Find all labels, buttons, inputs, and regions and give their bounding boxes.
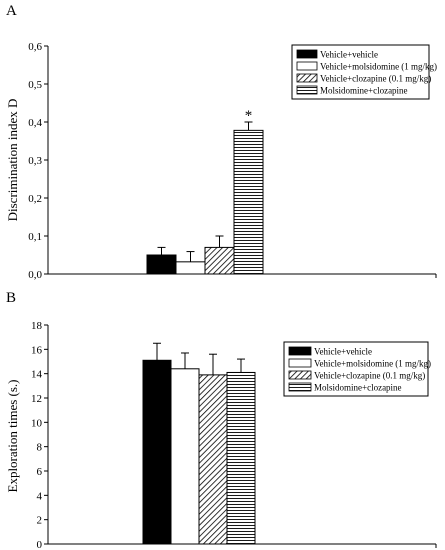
panel-a-legend: Vehicle+vehicle Vehicle+molsidomine (1 mg… <box>291 44 437 100</box>
bar <box>198 374 228 545</box>
bar <box>204 246 235 275</box>
legend-swatch <box>296 73 318 83</box>
legend-swatch <box>288 358 312 368</box>
legend-label: Vehicle+molsidomine (1 mg/kg) <box>320 62 437 72</box>
legend-swatch <box>296 85 318 95</box>
y-tick-label: 0,6 <box>28 41 42 53</box>
legend-label: Vehicle+molsidomine (1 mg/kg) <box>314 359 431 369</box>
panel-b-legend: Vehicle+vehicle Vehicle+molsidomine (1 mg… <box>283 341 431 397</box>
y-tick-label: 4 <box>37 490 43 502</box>
significance-marker: * <box>245 108 253 124</box>
panel-a-bars: * <box>146 108 264 275</box>
y-tick-label: 16 <box>31 344 43 356</box>
y-tick-label: 0,1 <box>28 231 42 243</box>
y-tick-label: 18 <box>31 320 43 332</box>
legend-swatch <box>296 61 318 71</box>
bar <box>146 254 177 275</box>
panel-a-letter: A <box>6 3 17 19</box>
y-tick-label: 6 <box>37 466 43 478</box>
panel-a: A Discrimination index D 0,0 0,1 0,2 0,3 0,4… <box>5 3 437 281</box>
panel-b-y-axis-label: Exploration times (s.) <box>5 379 20 492</box>
y-tick-label: 12 <box>31 393 42 405</box>
legend-swatch <box>288 370 312 380</box>
bar <box>175 261 206 275</box>
y-tick-label: 8 <box>37 442 43 454</box>
y-tick-label: 0,2 <box>28 193 42 205</box>
panel-a-axes: 0,0 0,1 0,2 0,3 0,4 0,5 0,6 <box>28 41 437 281</box>
y-tick-label: 0,3 <box>28 155 42 167</box>
bar <box>142 359 172 545</box>
legend-label: Vehicle+vehicle <box>320 50 378 60</box>
panel-b: B Exploration times (s.) 0 2 4 6 8 10 12 14 16 18… <box>5 290 437 550</box>
y-tick-label: 0 <box>37 539 43 550</box>
y-tick-label: 0,0 <box>28 269 42 281</box>
legend-label: Molsidomine+clozapine <box>320 86 408 96</box>
y-tick-label: 14 <box>31 369 43 381</box>
legend-label: Molsidomine+clozapine <box>314 383 402 393</box>
legend-label: Vehicle+clozapine (0.1 mg/kg) <box>314 371 425 381</box>
panel-b-letter: B <box>6 290 16 306</box>
legend-label: Vehicle+vehicle <box>314 347 372 357</box>
legend-swatch <box>288 346 312 356</box>
legend-label: Vehicle+clozapine (0.1 mg/kg) <box>320 74 431 84</box>
legend-swatch <box>296 49 318 59</box>
y-tick-label: 0,4 <box>28 117 42 129</box>
bar <box>170 368 200 545</box>
panel-b-bars <box>142 342 256 545</box>
y-tick-label: 10 <box>31 417 43 429</box>
bar <box>226 371 256 545</box>
panel-a-y-axis-label: Discrimination index D <box>5 99 20 222</box>
y-tick-label: 0,5 <box>28 79 42 91</box>
legend-swatch <box>288 382 312 392</box>
y-tick-label: 2 <box>37 515 43 527</box>
bar <box>233 129 264 275</box>
